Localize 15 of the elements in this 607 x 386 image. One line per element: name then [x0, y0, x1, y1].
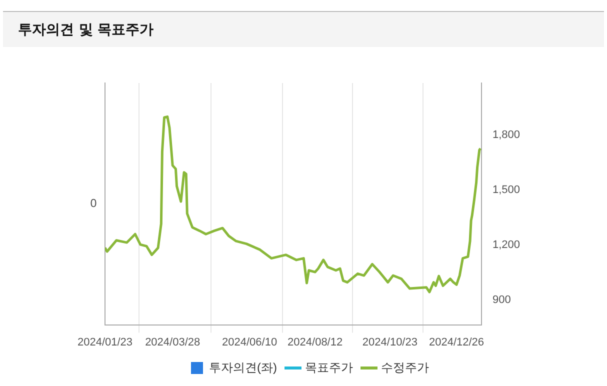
chart-title: 투자의견 및 목표주가: [3, 11, 604, 47]
legend-label: 투자의견(좌): [209, 360, 278, 374]
legend-label: 목표주가: [304, 360, 353, 374]
y2-tick-label: 1,800: [492, 129, 520, 142]
y2-tick-label: 900: [492, 294, 511, 306]
x-tick-label: 2024/06/10: [222, 336, 278, 348]
y2-tick-label: 1,200: [492, 239, 520, 252]
legend-label: 수정주가: [380, 360, 429, 374]
x-tick-label: 2024/03/28: [145, 336, 200, 348]
x-tick-label: 2024/10/23: [362, 336, 418, 348]
x-tick-label: 2024/08/12: [288, 336, 343, 348]
y2-tick-label: 1,500: [492, 184, 520, 196]
text: 0: [90, 196, 97, 210]
x-tick-label: 2024/01/23: [77, 336, 133, 348]
x-tick-label: 2024/12/26: [428, 336, 484, 348]
